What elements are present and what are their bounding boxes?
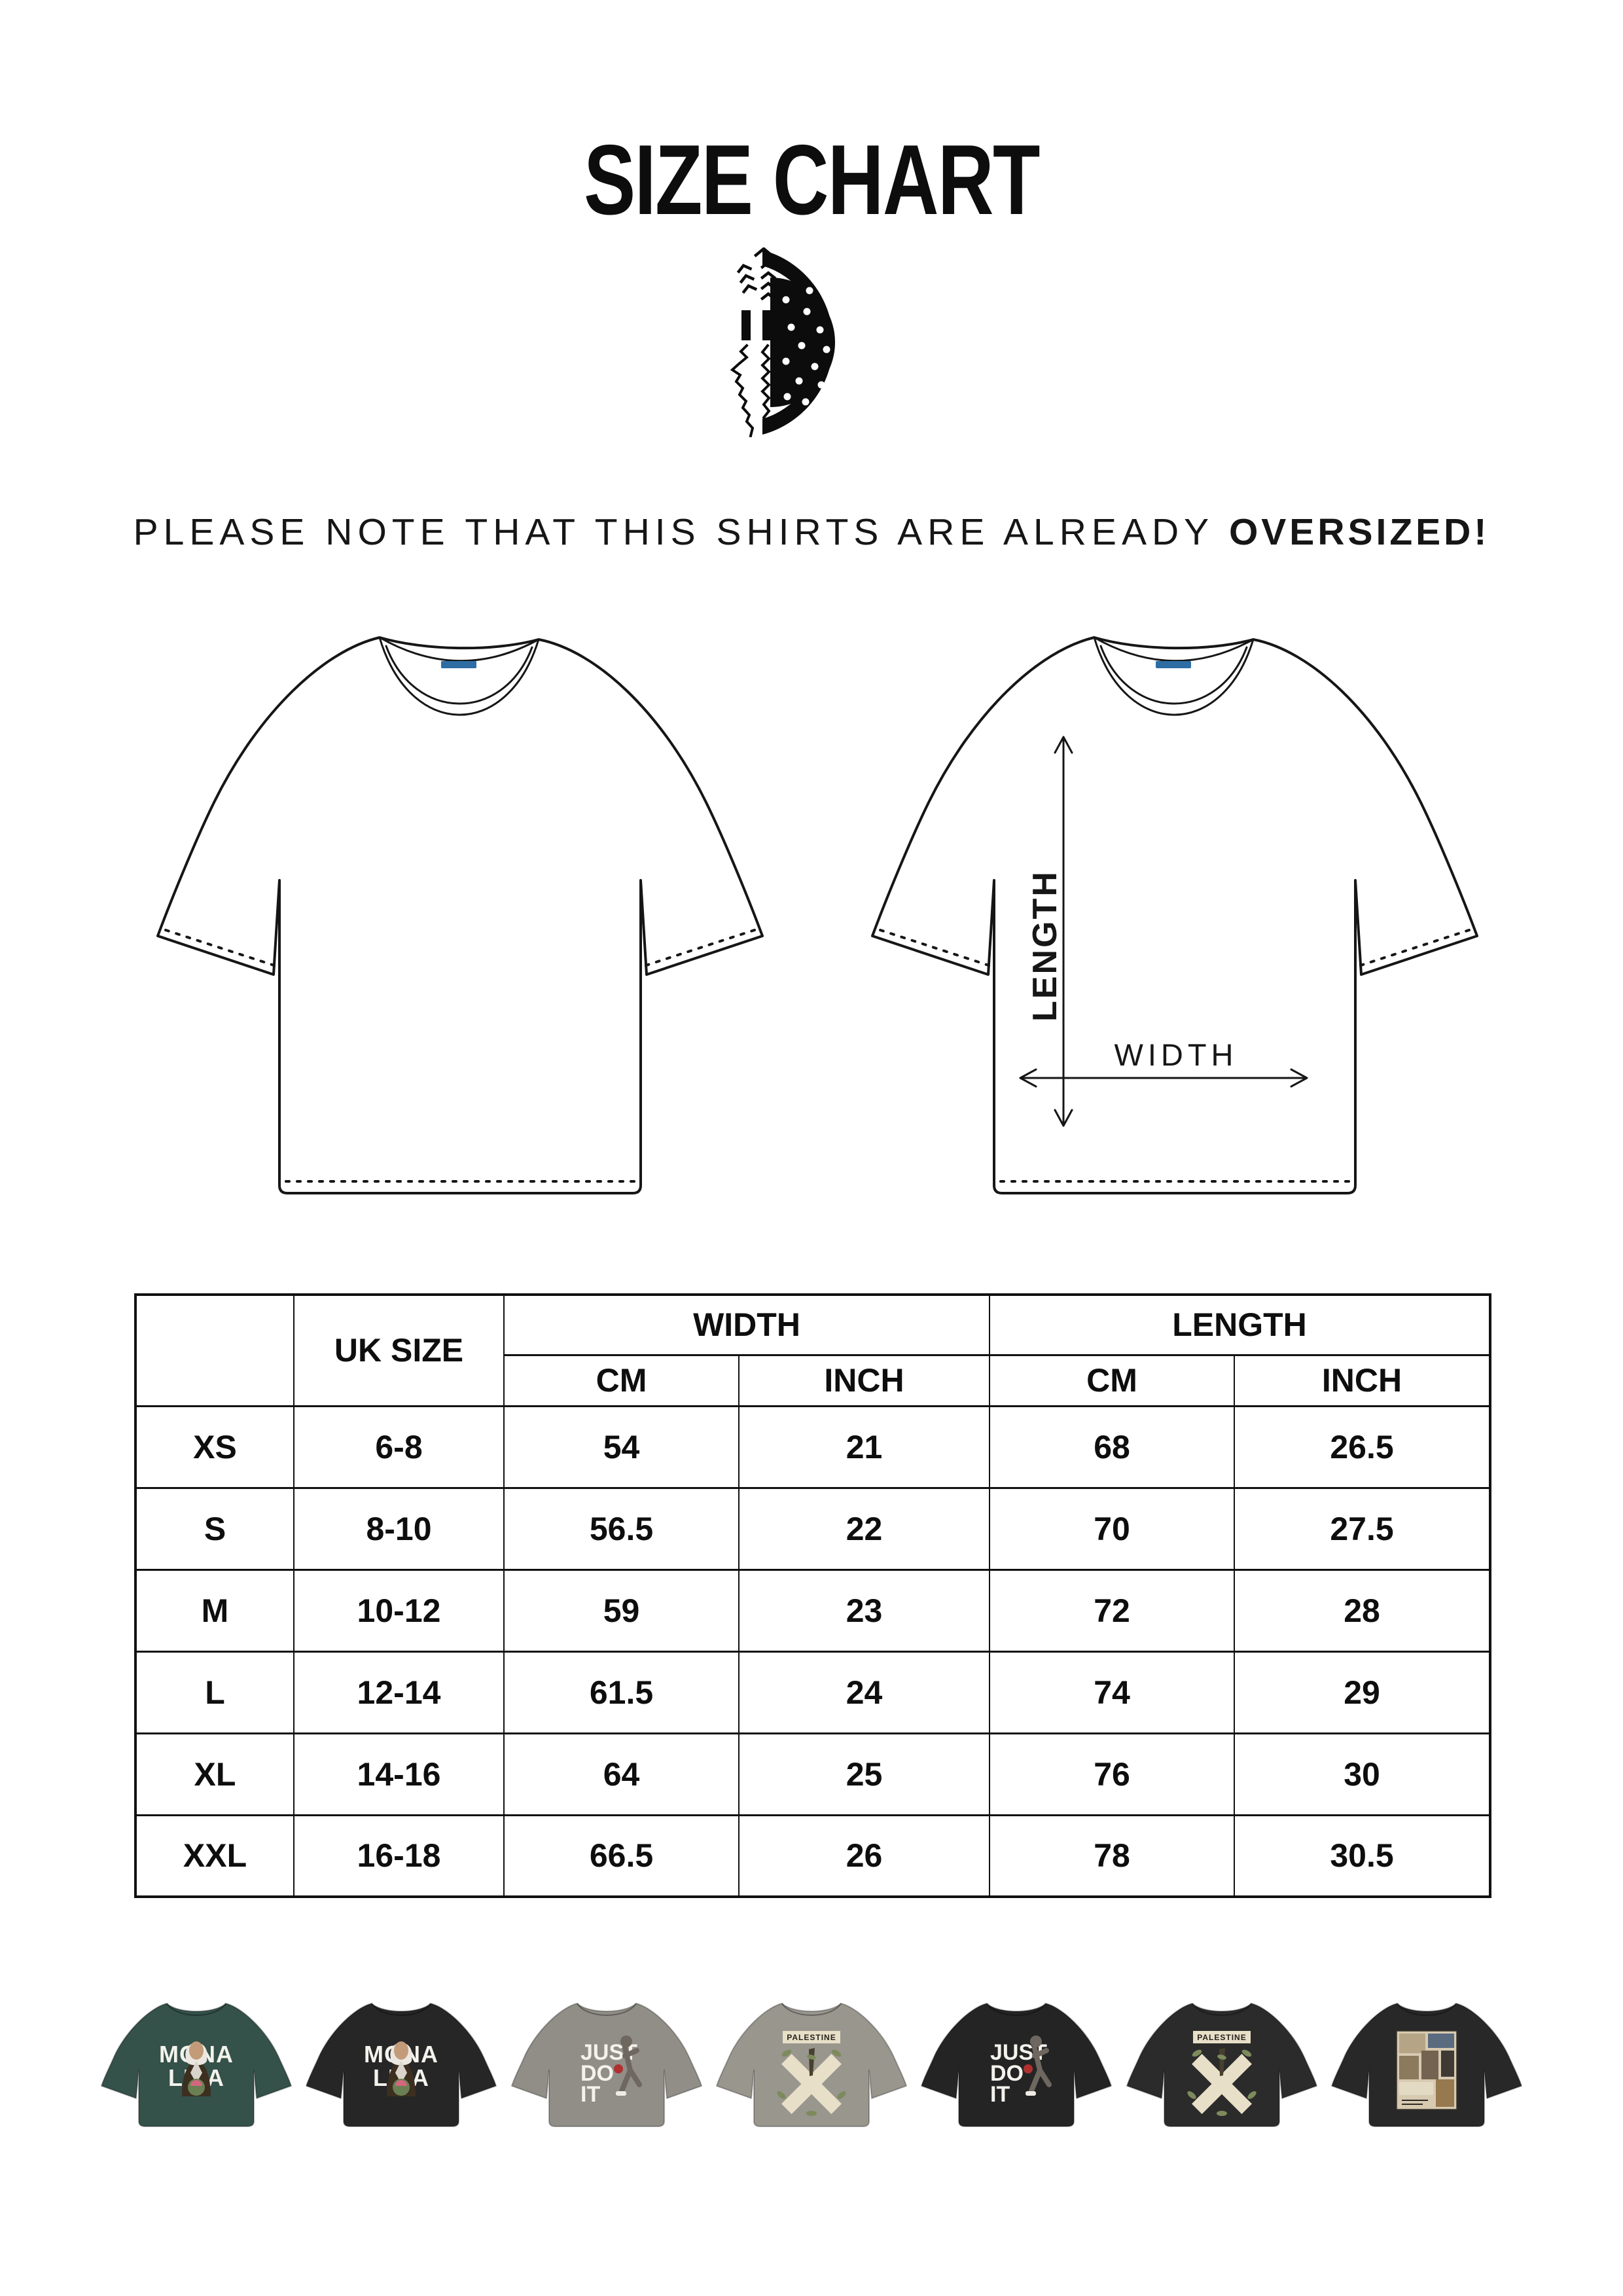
width-cm-header: CM xyxy=(503,1354,740,1407)
length-inch-header: INCH xyxy=(1233,1354,1491,1407)
palestine-cross-tee-black: PALESTINE xyxy=(1126,2002,1317,2127)
watermelon-keffiyeh-logo xyxy=(730,247,835,437)
value-cell: 14-16 xyxy=(293,1732,505,1816)
value-cell: 70 xyxy=(989,1486,1235,1571)
oversized-note: PLEASE NOTE THAT THIS SHIRTS ARE ALREADY… xyxy=(0,511,1623,554)
value-cell: 78 xyxy=(989,1814,1235,1898)
svg-text:PALESTINE: PALESTINE xyxy=(1197,2033,1246,2042)
value-cell: 68 xyxy=(989,1405,1235,1489)
just-do-it-print: JUST DO IT xyxy=(580,2035,642,2107)
value-cell: 27.5 xyxy=(1233,1486,1491,1571)
svg-text:DO: DO xyxy=(580,2061,614,2086)
note-emphasis: OVERSIZED! xyxy=(1228,511,1490,553)
palestine-cross-print: PALESTINE xyxy=(777,2030,846,2116)
value-cell: 26 xyxy=(738,1814,990,1898)
value-cell: 21 xyxy=(738,1405,990,1489)
svg-text:IT: IT xyxy=(990,2082,1010,2107)
value-cell: 24 xyxy=(738,1650,990,1734)
value-cell: 8-10 xyxy=(293,1486,505,1571)
width-arrow xyxy=(1019,1068,1308,1088)
length-arrow xyxy=(1054,736,1073,1127)
watermelon-half-icon xyxy=(762,250,835,435)
width-inch-header: INCH xyxy=(738,1354,990,1407)
product-thumbnails-strip: MONA LISA MONA LISA xyxy=(98,1995,1525,2152)
note-text: PLEASE NOTE THAT THIS SHIRTS ARE ALREADY xyxy=(133,511,1229,553)
value-cell: 28 xyxy=(1233,1568,1491,1653)
value-cell: 10-12 xyxy=(293,1568,505,1653)
svg-text:PALESTINE: PALESTINE xyxy=(787,2033,836,2042)
value-cell: 12-14 xyxy=(293,1650,505,1734)
mona-lisa-tee-black: MONA LISA xyxy=(306,2002,497,2127)
mona-lisa-print: MONA LISA xyxy=(364,2041,438,2096)
size-cell: L xyxy=(135,1650,294,1734)
table-row: XXL 16-18 66.5 26 78 30.5 xyxy=(135,1814,1491,1898)
table-row: M 10-12 59 23 72 28 xyxy=(135,1568,1491,1653)
value-cell: 26.5 xyxy=(1233,1405,1491,1489)
neck-tag xyxy=(1156,661,1191,668)
corner-cell xyxy=(135,1293,294,1407)
value-cell: 6-8 xyxy=(293,1405,505,1489)
neck-tag xyxy=(441,661,476,668)
table-row: XS 6-8 54 21 68 26.5 xyxy=(135,1405,1491,1489)
width-label: WIDTH xyxy=(1114,1037,1238,1072)
just-do-it-print: JUST DO IT xyxy=(990,2035,1052,2107)
size-table-body: XS 6-8 54 21 68 26.5 S 8-10 56.5 22 70 27.5 M 10-12 59… xyxy=(135,1405,1491,1898)
value-cell: 16-18 xyxy=(293,1814,505,1898)
value-cell: 64 xyxy=(503,1732,740,1816)
size-cell: XL xyxy=(135,1732,294,1816)
page-title: SIZE CHART xyxy=(584,124,1040,236)
uk-size-header-label: UK SIZE xyxy=(334,1331,464,1369)
value-cell: 72 xyxy=(989,1568,1235,1653)
value-cell: 76 xyxy=(989,1732,1235,1816)
value-cell: 25 xyxy=(738,1732,990,1816)
value-cell: 29 xyxy=(1233,1650,1491,1734)
length-group-header: LENGTH xyxy=(988,1293,1491,1356)
palestine-collage-print xyxy=(1396,2030,1457,2110)
mona-lisa-tee-green: MONA LISA xyxy=(101,2002,292,2127)
table-row: L 12-14 61.5 24 74 29 xyxy=(135,1650,1491,1734)
value-cell: 30 xyxy=(1233,1732,1491,1816)
svg-text:DO: DO xyxy=(990,2061,1024,2086)
table-row: XL 14-16 64 25 76 30 xyxy=(135,1732,1491,1816)
keffiyeh-edge-pattern xyxy=(730,247,777,437)
value-cell: 30.5 xyxy=(1233,1814,1491,1898)
just-do-it-tee-grey: JUST DO IT xyxy=(510,2002,702,2127)
palestine-collage-tee-black xyxy=(1330,2002,1522,2127)
value-cell: 66.5 xyxy=(503,1814,740,1898)
value-cell: 59 xyxy=(503,1568,740,1653)
width-group-header: WIDTH xyxy=(503,1293,990,1356)
value-cell: 61.5 xyxy=(503,1650,740,1734)
table-row: S 8-10 56.5 22 70 27.5 xyxy=(135,1486,1491,1571)
value-cell: 56.5 xyxy=(503,1486,740,1571)
value-cell: 22 xyxy=(738,1486,990,1571)
size-chart-table: UK SIZE WIDTH LENGTH CM INCH CM INCH XS 6… xyxy=(134,1293,1492,1898)
value-cell: 54 xyxy=(503,1405,740,1489)
size-cell: XS xyxy=(135,1405,294,1489)
length-cm-header: CM xyxy=(989,1354,1235,1407)
palestine-cross-print: PALESTINE xyxy=(1186,2030,1257,2116)
size-cell: M xyxy=(135,1568,294,1653)
size-cell: S xyxy=(135,1486,294,1571)
size-cell: XXL xyxy=(135,1814,294,1898)
tshirt-outline xyxy=(156,636,764,1194)
tshirt-measure-diagram: LENGTH WIDTH xyxy=(871,636,1478,1194)
just-do-it-tee-black: JUST DO IT xyxy=(921,2002,1113,2127)
svg-text:IT: IT xyxy=(580,2082,600,2107)
length-label: LENGTH xyxy=(1026,870,1064,1022)
tshirt-outline xyxy=(871,636,1478,1194)
palestine-cross-tee-grey: PALESTINE xyxy=(715,2002,907,2127)
stitch-lines xyxy=(879,929,1471,1183)
tshirt-front-diagram xyxy=(156,636,764,1194)
value-cell: 23 xyxy=(738,1568,990,1653)
mona-lisa-print: MONA LISA xyxy=(159,2041,233,2096)
value-cell: 74 xyxy=(989,1650,1235,1734)
uk-size-header: UK SIZE xyxy=(293,1293,505,1407)
athlete-figure xyxy=(613,2035,642,2096)
stitch-lines xyxy=(164,929,756,1183)
athlete-figure xyxy=(1024,2035,1052,2096)
